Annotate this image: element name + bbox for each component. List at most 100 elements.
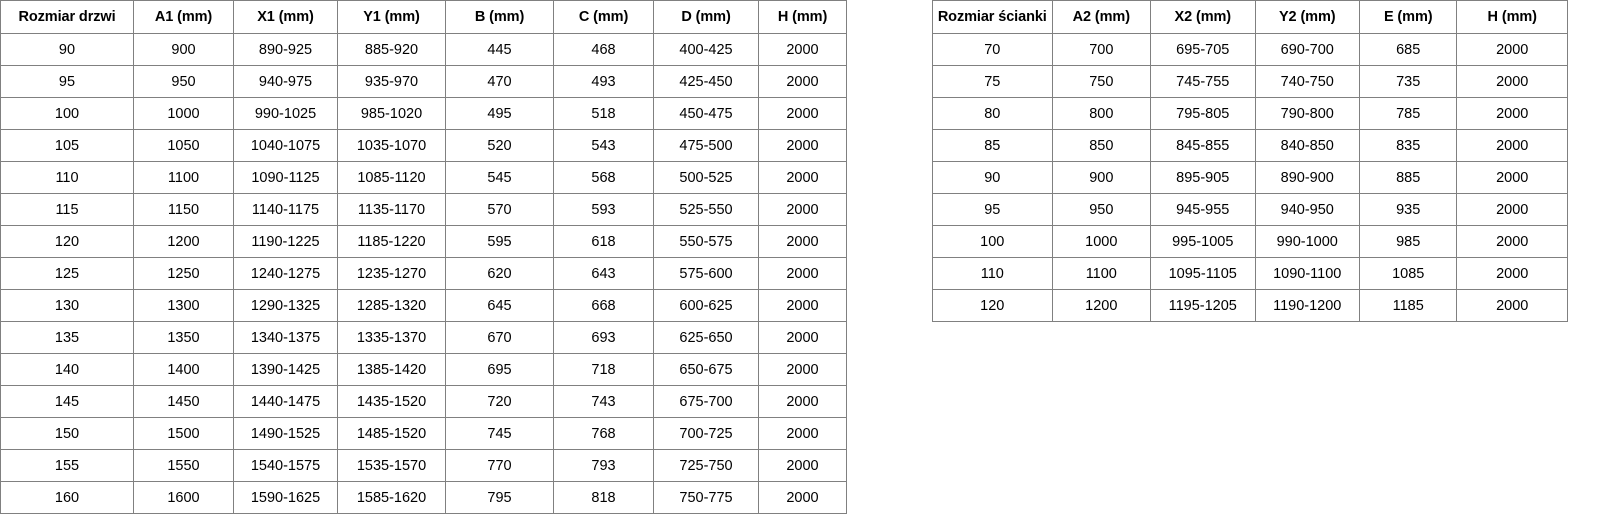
walls-table-body: 70 700 695-705 690-700 685 2000 75 750 745-755 74… xyxy=(932,33,1568,322)
doors-cell: 595 xyxy=(445,225,554,258)
doors-cell: 115 xyxy=(0,193,134,226)
doors-cell: 568 xyxy=(553,161,654,194)
doors-cell: 2000 xyxy=(758,129,847,162)
doors-cell: 1090-1125 xyxy=(233,161,338,194)
table-row: 110 1100 1095-1105 1090-1100 1085 2000 xyxy=(932,257,1568,290)
walls-cell: 735 xyxy=(1358,65,1458,98)
table-row: 110 1100 1090-1125 1085-1120 545 568 500-525 20… xyxy=(0,161,847,194)
walls-cell: 2000 xyxy=(1456,161,1568,194)
doors-cell: 500-525 xyxy=(653,161,759,194)
doors-cell: 400-425 xyxy=(653,33,759,66)
walls-column-header-4: E (mm) xyxy=(1358,0,1458,34)
walls-cell: 95 xyxy=(932,193,1053,226)
doors-cell: 890-925 xyxy=(233,33,338,66)
doors-dimensions-table: Rozmiar drzwi A1 (mm) X1 (mm) Y1 (mm) B (mm)… xyxy=(0,0,847,514)
doors-cell: 1390-1425 xyxy=(233,353,338,386)
walls-cell: 1100 xyxy=(1051,257,1152,290)
doors-cell: 618 xyxy=(553,225,654,258)
walls-cell: 800 xyxy=(1051,97,1152,130)
doors-cell: 545 xyxy=(445,161,554,194)
doors-cell: 105 xyxy=(0,129,134,162)
walls-column-header-1: A2 (mm) xyxy=(1051,0,1152,34)
doors-cell: 1485-1520 xyxy=(337,417,446,450)
doors-cell: 150 xyxy=(0,417,134,450)
doors-cell: 1040-1075 xyxy=(233,129,338,162)
doors-cell: 570 xyxy=(445,193,554,226)
walls-cell: 785 xyxy=(1358,97,1458,130)
doors-cell: 670 xyxy=(445,321,554,354)
walls-cell: 1200 xyxy=(1051,289,1152,322)
doors-cell: 550-575 xyxy=(653,225,759,258)
doors-cell: 575-600 xyxy=(653,257,759,290)
walls-header-row: Rozmiar ścianki A2 (mm) X2 (mm) Y2 (mm) E (m… xyxy=(932,0,1568,34)
doors-cell: 1100 xyxy=(133,161,234,194)
doors-column-header-0: Rozmiar drzwi xyxy=(0,0,134,34)
doors-cell: 110 xyxy=(0,161,134,194)
walls-cell: 1185 xyxy=(1358,289,1458,322)
doors-cell: 95 xyxy=(0,65,134,98)
walls-column-header-2: X2 (mm) xyxy=(1150,0,1256,34)
doors-cell: 475-500 xyxy=(653,129,759,162)
table-row: 85 850 845-855 840-850 835 2000 xyxy=(932,129,1568,162)
walls-cell: 895-905 xyxy=(1150,161,1256,194)
doors-cell: 1590-1625 xyxy=(233,481,338,514)
doors-dimensions-table-block: Rozmiar drzwi A1 (mm) X1 (mm) Y1 (mm) B (mm)… xyxy=(0,0,847,514)
doors-cell: 155 xyxy=(0,449,134,482)
doors-cell: 1035-1070 xyxy=(337,129,446,162)
walls-cell: 690-700 xyxy=(1254,33,1360,66)
doors-cell: 2000 xyxy=(758,225,847,258)
walls-cell: 2000 xyxy=(1456,65,1568,98)
doors-cell: 593 xyxy=(553,193,654,226)
walls-cell: 850 xyxy=(1051,129,1152,162)
table-row: 150 1500 1490-1525 1485-1520 745 768 700-725 20… xyxy=(0,417,847,450)
table-row: 90 900 890-925 885-920 445 468 400-425 2000 xyxy=(0,33,847,66)
walls-cell: 985 xyxy=(1358,225,1458,258)
table-row: 140 1400 1390-1425 1385-1420 695 718 650-675 20… xyxy=(0,353,847,386)
table-row: 75 750 745-755 740-750 735 2000 xyxy=(932,65,1568,98)
doors-cell: 1385-1420 xyxy=(337,353,446,386)
doors-cell: 2000 xyxy=(758,321,847,354)
walls-cell: 695-705 xyxy=(1150,33,1256,66)
walls-cell: 845-855 xyxy=(1150,129,1256,162)
doors-cell: 620 xyxy=(445,257,554,290)
doors-cell: 2000 xyxy=(758,481,847,514)
walls-cell: 80 xyxy=(932,97,1053,130)
doors-cell: 1300 xyxy=(133,289,234,322)
doors-cell: 1050 xyxy=(133,129,234,162)
walls-cell: 685 xyxy=(1358,33,1458,66)
walls-column-header-0: Rozmiar ścianki xyxy=(932,0,1053,34)
doors-cell: 495 xyxy=(445,97,554,130)
walls-cell: 750 xyxy=(1051,65,1152,98)
doors-cell: 1140-1175 xyxy=(233,193,338,226)
doors-cell: 2000 xyxy=(758,385,847,418)
walls-column-header-5: H (mm) xyxy=(1456,0,1568,34)
walls-cell: 900 xyxy=(1051,161,1152,194)
doors-cell: 1240-1275 xyxy=(233,257,338,290)
doors-cell: 940-975 xyxy=(233,65,338,98)
walls-cell: 840-850 xyxy=(1254,129,1360,162)
walls-cell: 700 xyxy=(1051,33,1152,66)
walls-cell: 90 xyxy=(932,161,1053,194)
table-row: 130 1300 1290-1325 1285-1320 645 668 600-625 20… xyxy=(0,289,847,322)
walls-cell: 940-950 xyxy=(1254,193,1360,226)
doors-cell: 795 xyxy=(445,481,554,514)
doors-cell: 160 xyxy=(0,481,134,514)
table-row: 125 1250 1240-1275 1235-1270 620 643 575-600 20… xyxy=(0,257,847,290)
doors-cell: 2000 xyxy=(758,257,847,290)
doors-cell: 130 xyxy=(0,289,134,322)
doors-cell: 2000 xyxy=(758,289,847,322)
doors-cell: 600-625 xyxy=(653,289,759,322)
walls-cell: 745-755 xyxy=(1150,65,1256,98)
doors-cell: 750-775 xyxy=(653,481,759,514)
doors-cell: 135 xyxy=(0,321,134,354)
table-row: 160 1600 1590-1625 1585-1620 795 818 750-775 20… xyxy=(0,481,847,514)
doors-cell: 700-725 xyxy=(653,417,759,450)
doors-cell: 1000 xyxy=(133,97,234,130)
doors-cell: 470 xyxy=(445,65,554,98)
table-row: 100 1000 990-1025 985-1020 495 518 450-475 2000 xyxy=(0,97,847,130)
table-row: 145 1450 1440-1475 1435-1520 720 743 675-700 20… xyxy=(0,385,847,418)
doors-cell: 1500 xyxy=(133,417,234,450)
doors-cell: 668 xyxy=(553,289,654,322)
doors-cell: 445 xyxy=(445,33,554,66)
doors-cell: 990-1025 xyxy=(233,97,338,130)
